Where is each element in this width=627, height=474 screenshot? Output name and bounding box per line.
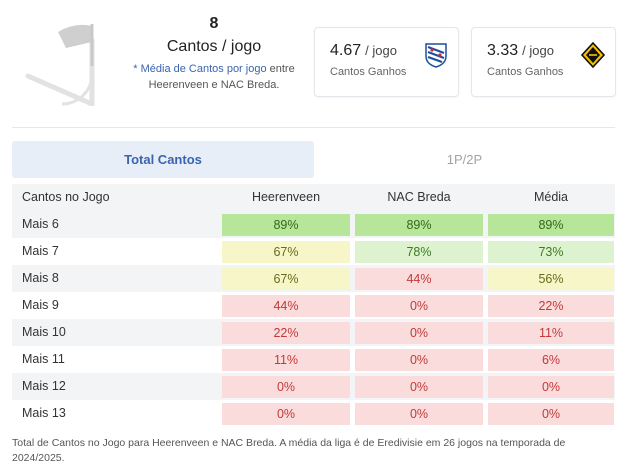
cell-nac-breda: 0% (355, 322, 483, 344)
team-corners-value: 3.33/ jogo (487, 42, 554, 60)
team-card-heerenveen: 4.67/ jogo Cantos Ganhos (314, 27, 459, 97)
cell-average: 89% (488, 214, 614, 236)
table-row: Mais 9 44% 0% 22% (12, 292, 615, 319)
average-corners-unit: Cantos / jogo (166, 38, 262, 55)
team-corners-label: Cantos Ganhos (330, 66, 407, 78)
row-label: Mais 7 (22, 244, 59, 258)
section-divider (12, 127, 615, 128)
row-label: Mais 8 (22, 271, 59, 285)
average-note: * Média de Cantos por jogo entre Heerenv… (118, 61, 310, 93)
nac-breda-logo-icon[interactable] (580, 41, 606, 69)
row-label: Mais 13 (22, 406, 66, 420)
footnote: Total de Cantos no Jogo para Heerenveen … (12, 437, 566, 464)
cell-nac-breda: 0% (355, 376, 483, 398)
average-summary: 8 Cantos / jogo * Média de Cantos por jo… (118, 14, 310, 93)
corner-flag-icon (22, 18, 114, 107)
team-corners-per: / jogo (522, 43, 554, 58)
table-body: Mais 6 89% 89% 89% Mais 7 67% 78% 73% Mais 8 67% 4… (12, 211, 615, 427)
heerenveen-logo-icon[interactable] (424, 42, 448, 68)
row-label: Mais 12 (22, 379, 66, 393)
header-corners-in-game: Cantos no Jogo (22, 190, 110, 204)
tab-halves[interactable]: 1P/2P (446, 152, 483, 167)
cell-heerenveen: 0% (222, 376, 350, 398)
cell-average: 0% (488, 376, 614, 398)
table-row: Mais 11 11% 0% 6% (12, 346, 615, 373)
cell-average: 22% (488, 295, 614, 317)
cell-nac-breda: 0% (355, 403, 483, 425)
row-label: Mais 11 (22, 352, 65, 366)
cell-nac-breda: 89% (355, 214, 483, 236)
cell-heerenveen: 22% (222, 322, 350, 344)
table-row: Mais 13 0% 0% 0% (12, 400, 615, 427)
row-label: Mais 9 (22, 298, 59, 312)
table-row: Mais 7 67% 78% 73% (12, 238, 615, 265)
cell-average: 6% (488, 349, 614, 371)
row-label: Mais 10 (22, 325, 66, 339)
cell-nac-breda: 0% (355, 295, 483, 317)
cell-heerenveen: 0% (222, 403, 350, 425)
team-corners-value: 4.67/ jogo (330, 42, 397, 60)
cell-heerenveen: 11% (222, 349, 350, 371)
row-label: Mais 6 (22, 217, 59, 231)
cell-average: 0% (488, 403, 614, 425)
table-row: Mais 12 0% 0% 0% (12, 373, 615, 400)
team-corners-number: 3.33 (487, 42, 519, 59)
average-note-prefix: * (133, 63, 141, 75)
corners-table: Cantos no Jogo Heerenveen NAC Breda Médi… (12, 184, 615, 427)
table-row: Mais 6 89% 89% 89% (12, 211, 615, 238)
cell-heerenveen: 67% (222, 241, 350, 263)
average-note-rest: entre Heerenveen e NAC Breda. (148, 63, 295, 91)
cell-heerenveen: 67% (222, 268, 350, 290)
cell-heerenveen: 89% (222, 214, 350, 236)
team-corners-label: Cantos Ganhos (487, 66, 564, 78)
header-nac-breda: NAC Breda (387, 190, 451, 204)
cell-nac-breda: 44% (355, 268, 483, 290)
cell-average: 11% (488, 322, 614, 344)
header-heerenveen: Heerenveen (251, 190, 321, 204)
cell-average: 56% (488, 268, 614, 290)
average-note-link[interactable]: Média de Cantos por jogo (140, 63, 267, 75)
average-corners-value: 8 (209, 15, 219, 32)
team-card-nac-breda: 3.33/ jogo Cantos Ganhos (471, 27, 616, 97)
stats-tabs: Total Cantos 1P/2P (12, 141, 615, 178)
tab-total-corners[interactable]: Total Cantos (12, 141, 314, 178)
table-row: Mais 8 67% 44% 56% (12, 265, 615, 292)
cell-average: 73% (488, 241, 614, 263)
cell-heerenveen: 44% (222, 295, 350, 317)
team-corners-per: / jogo (365, 43, 397, 58)
header-average: Média (533, 190, 569, 204)
cell-nac-breda: 78% (355, 241, 483, 263)
cell-nac-breda: 0% (355, 349, 483, 371)
team-corners-number: 4.67 (330, 42, 362, 59)
table-row: Mais 10 22% 0% 11% (12, 319, 615, 346)
table-header: Cantos no Jogo Heerenveen NAC Breda Médi… (12, 184, 615, 211)
